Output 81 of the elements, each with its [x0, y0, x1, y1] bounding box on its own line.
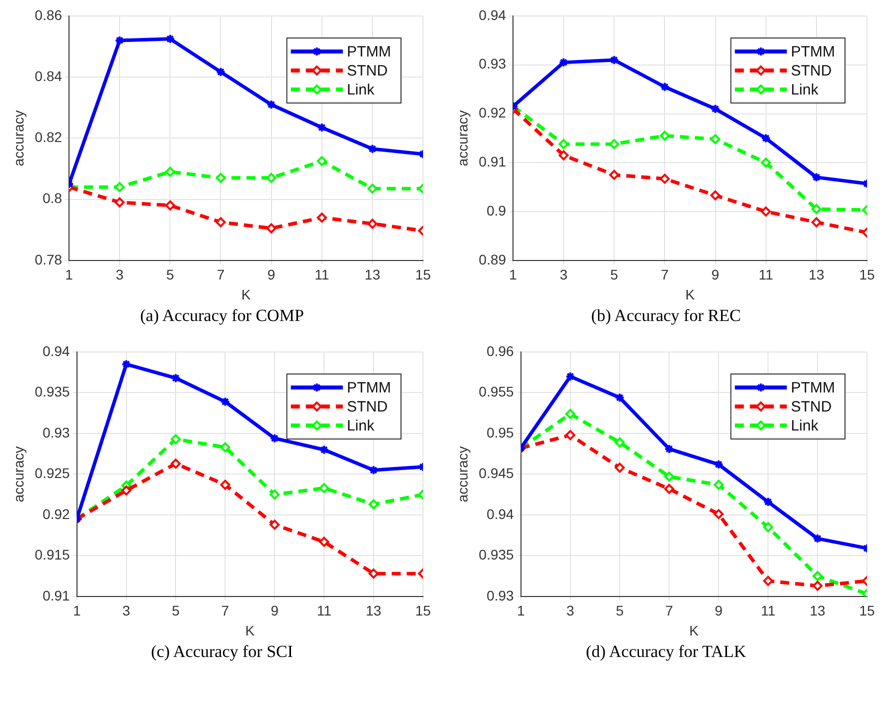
text: (d) Accuracy for TALK	[584, 642, 748, 663]
x-tick-label: 1	[509, 266, 518, 283]
legend-label: PTMM	[346, 44, 392, 61]
y-tick-label: 0.94	[42, 342, 70, 359]
x-tick-label: 11	[758, 266, 774, 283]
y-axis-title: accuracy	[454, 110, 470, 166]
legend-label: PTMM	[790, 44, 836, 61]
x-tick-label: 9	[270, 602, 279, 619]
x-tick-label: 1	[516, 602, 525, 619]
text: (b) Accuracy for REC	[590, 306, 742, 327]
legend-label: Link	[790, 418, 819, 435]
y-tick-label: 0.91	[478, 154, 506, 170]
x-tick-label: 9	[267, 266, 276, 283]
y-tick-label: 0.92	[478, 104, 506, 121]
legend-label: Link	[790, 82, 819, 99]
y-tick-label: 0.78	[34, 251, 62, 268]
x-tick-label: 3	[116, 266, 124, 283]
y-tick-label: 0.89	[478, 251, 506, 268]
y-tick-label: 0.945	[478, 465, 514, 482]
y-axis-title: accuracy	[10, 446, 26, 502]
legend-label: STND	[790, 62, 832, 80]
x-tick-label: 5	[172, 602, 180, 619]
x-tick-label: 11	[760, 602, 776, 619]
legend-label: STND	[346, 62, 388, 80]
y-axis-title: accuracy	[10, 110, 26, 166]
x-tick-label: 11	[316, 602, 332, 619]
x-tick-label: 3	[122, 602, 130, 619]
x-tick-label: 15	[859, 602, 875, 619]
y-tick-label: 0.95	[486, 424, 514, 440]
y-tick-label: 0.93	[478, 56, 506, 72]
y-tick-label: 0.86	[34, 6, 62, 23]
x-tick-label: 1	[65, 266, 74, 283]
x-axis-title: K	[241, 286, 252, 302]
y-tick-label: 0.96	[486, 342, 514, 359]
y-tick-label: 0.82	[34, 129, 62, 146]
x-axis-title: K	[689, 622, 700, 638]
x-tick-label: 1	[72, 602, 81, 619]
y-tick-label: 0.935	[478, 546, 514, 563]
x-tick-label: 13	[366, 602, 382, 619]
x-tick-label: 3	[560, 266, 568, 283]
y-tick-label: 0.94	[478, 6, 506, 23]
y-tick-label: 0.935	[34, 384, 70, 400]
x-tick-label: 5	[616, 602, 624, 619]
y-axis-title: accuracy	[454, 446, 470, 502]
text: (c) Accuracy for SCI	[150, 642, 294, 663]
y-tick-label: 0.91	[42, 587, 70, 604]
y-tick-label: 0.8	[42, 190, 62, 206]
x-tick-label: 15	[415, 602, 431, 619]
y-tick-label: 0.94	[486, 506, 514, 522]
x-tick-label: 7	[216, 266, 225, 283]
legend-label: PTMM	[790, 380, 836, 397]
x-tick-label: 3	[566, 602, 574, 619]
x-tick-label: 7	[665, 602, 674, 619]
x-tick-label: 5	[166, 266, 174, 283]
x-tick-label: 15	[859, 266, 875, 283]
x-tick-label: 13	[810, 602, 826, 619]
x-tick-label: 11	[314, 266, 330, 283]
x-axis-title: K	[245, 622, 256, 638]
x-tick-label: 5	[610, 266, 618, 283]
y-tick-label: 0.925	[34, 465, 70, 482]
y-tick-label: 0.84	[34, 68, 62, 84]
y-tick-label: 0.9	[486, 202, 506, 218]
y-tick-label: 0.93	[42, 424, 70, 440]
x-tick-label: 7	[660, 266, 669, 283]
y-tick-label: 0.92	[42, 506, 70, 522]
x-tick-label: 9	[711, 266, 720, 283]
x-tick-label: 13	[808, 266, 824, 283]
x-tick-label: 9	[714, 602, 723, 619]
x-tick-label: 15	[415, 266, 431, 283]
legend-label: STND	[790, 398, 832, 416]
y-tick-label: 0.955	[478, 384, 514, 400]
legend-label: Link	[346, 418, 375, 435]
x-tick-label: 7	[221, 602, 230, 619]
legend-label: STND	[346, 398, 388, 416]
legend-label: PTMM	[346, 380, 392, 397]
text: (a) Accuracy for COMP	[139, 306, 305, 327]
x-tick-label: 13	[364, 266, 380, 283]
y-tick-label: 0.93	[486, 587, 514, 604]
legend-label: Link	[346, 82, 375, 99]
y-tick-label: 0.915	[34, 546, 70, 563]
x-axis-title: K	[685, 286, 696, 302]
